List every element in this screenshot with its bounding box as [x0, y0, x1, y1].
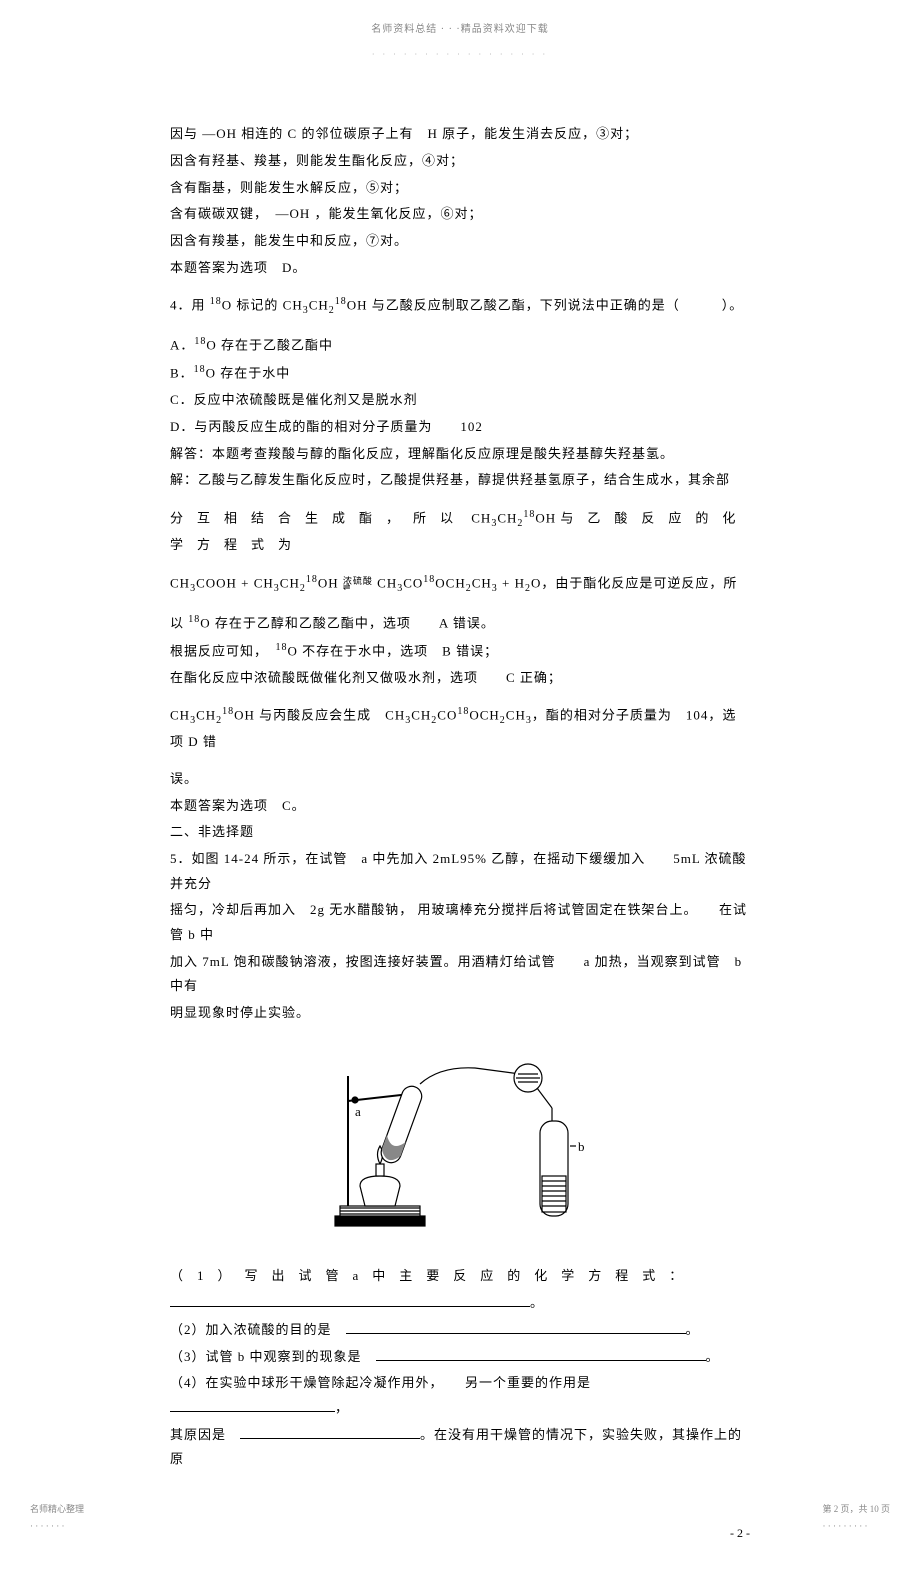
- text: CO: [437, 708, 457, 723]
- text-line: 因含有羟基、羧基，则能发生酯化反应，④对；: [170, 149, 750, 174]
- explanation: 解答：本题考查羧酸与醇的酯化反应，理解酯化反应原理是酸失羟基醇失羟基氢。: [170, 442, 750, 467]
- text: CH: [170, 575, 190, 590]
- footer-left-text: 名师精心整理: [30, 1501, 84, 1518]
- text-line: 含有酯基，则能发生水解反应，⑤对；: [170, 176, 750, 201]
- text: B．: [170, 366, 194, 381]
- text: OH: [535, 510, 556, 525]
- answer-4a: （4）在实验中球形干燥管除起冷凝作用外， 另一个重要的作用是 ，: [170, 1371, 750, 1420]
- text: CH: [196, 708, 216, 723]
- answer-3: （3）试管 b 中观察到的现象是 。: [170, 1345, 750, 1370]
- question-5: 摇匀，冷却后再加入 2g 无水醋酸钠， 用玻璃棒充分搅拌后将试管固定在铁架台上。…: [170, 898, 750, 947]
- text: CH: [471, 510, 491, 525]
- text: 其原因是: [170, 1427, 240, 1442]
- label-b: b: [578, 1139, 585, 1154]
- text: 4．用: [170, 298, 210, 313]
- option-d: D．与丙酸反应生成的酯的相对分子质量为 102: [170, 415, 750, 440]
- explanation: 在酯化反应中浓硫酸既做催化剂又做吸水剂，选项 C 正确；: [170, 666, 750, 691]
- blank-line: [170, 1294, 530, 1307]
- blank-line: [170, 1399, 335, 1412]
- answer-4b: 其原因是 。在没有用干燥管的情况下，实验失败，其操作上的原: [170, 1423, 750, 1472]
- text: CH: [170, 708, 190, 723]
- question-5: 明显现象时停止实验。: [170, 1001, 750, 1026]
- blank-line: [346, 1321, 686, 1334]
- text: CH: [497, 510, 517, 525]
- text: O 存在于乙酸乙酯中: [206, 338, 333, 353]
- explanation: 根据反应可知， 18O 不存在于水中，选项 B 错误；: [170, 638, 750, 664]
- text: OH 与丙酸反应会生成 CH: [234, 708, 405, 723]
- text: OH: [318, 575, 339, 590]
- footer-right: 第 2 页，共 10 页 · · · · · · · · ·: [822, 1501, 890, 1535]
- text: CH: [506, 708, 526, 723]
- text: O，由于酯化反应是可逆反应，所: [531, 575, 737, 590]
- footer-left: 名师精心整理 · · · · · · ·: [30, 1501, 84, 1535]
- document-content: 因与 —OH 相连的 C 的邻位碳原子上有 H 原子，能发生消去反应，③对； 因…: [0, 122, 920, 1472]
- question-5: 5．如图 14-24 所示，在试管 a 中先加入 2mL95% 乙醇，在摇动下缓…: [170, 847, 750, 896]
- text: 。: [706, 1349, 720, 1364]
- text: OCH: [469, 708, 499, 723]
- equation: CH3COOH + CH3CH218OH 浓硫酸⇌ CH3CO18OCH2CH3…: [170, 570, 750, 598]
- text: （1）写出试管a中主要反应的化学方程式：: [170, 1268, 696, 1283]
- section-title: 二、非选择题: [170, 820, 750, 845]
- option-c: C．反应中浓硫酸既是催化剂又是脱水剂: [170, 388, 750, 413]
- answer-1: （1）写出试管a中主要反应的化学方程式：: [170, 1264, 750, 1289]
- text: OH 与乙酸反应制取乙酸乙酯，下列说法中正确的是（ ）。: [347, 298, 744, 313]
- text: CO: [403, 575, 423, 590]
- text-line: 含有碳碳双键， —OH ，能发生氧化反应，⑥对；: [170, 202, 750, 227]
- text: （2）加入浓硫酸的目的是: [170, 1322, 346, 1337]
- explanation: 本题答案为选项 C。: [170, 794, 750, 819]
- text: ，: [335, 1400, 349, 1415]
- header-title: 名师资料总结 · · ·精品资料欢迎下载: [0, 20, 920, 39]
- answer-2: （2）加入浓硫酸的目的是 。: [170, 1318, 750, 1343]
- question-5: 加入 7mL 饱和碳酸钠溶液，按图连接好装置。用酒精灯给试管 a 加热，当观察到…: [170, 950, 750, 999]
- footer-right-text: 第 2 页，共 10 页: [822, 1501, 890, 1518]
- option-a: A．18O 存在于乙酸乙酯中: [170, 332, 750, 358]
- text: + H: [498, 575, 525, 590]
- text-line: 因含有羧基，能发生中和反应，⑦对。: [170, 229, 750, 254]
- text: （3）试管 b 中观察到的现象是: [170, 1349, 376, 1364]
- explanation: CH3CH218OH 与丙酸反应会生成 CH3CH2CO18OCH2CH3，酯的…: [170, 702, 750, 755]
- text: O 不存在于水中，选项 B 错误；: [288, 643, 499, 658]
- text: OCH: [435, 575, 465, 590]
- text: O 存在于乙醇和乙酸乙酯中，选项 A 错误。: [200, 615, 495, 630]
- text: 。: [686, 1322, 700, 1337]
- apparatus-diagram: a: [170, 1046, 750, 1245]
- page: 名师资料总结 · · ·精品资料欢迎下载 · · · · · · · · · ·…: [0, 20, 920, 1545]
- explanation: 分互相结合生成酯，所以 CH3CH218OH 与乙酸反应的化学方程式为: [170, 505, 750, 558]
- text: 以: [170, 615, 188, 630]
- text-line: 因与 —OH 相连的 C 的邻位碳原子上有 H 原子，能发生消去反应，③对；: [170, 122, 750, 147]
- text: CH: [309, 298, 329, 313]
- explanation: 解：乙酸与乙醇发生酯化反应时，乙酸提供羟基，醇提供羟基氢原子，结合生成水，其余部: [170, 468, 750, 493]
- text: 浓硫酸: [343, 576, 373, 586]
- label-a: a: [355, 1104, 361, 1119]
- text: CH: [280, 575, 300, 590]
- answer-1-blank: 。: [170, 1291, 750, 1316]
- text: 根据反应可知，: [170, 643, 276, 658]
- blank-line: [240, 1426, 420, 1439]
- text: （4）在实验中球形干燥管除起冷凝作用外， 另一个重要的作用是: [170, 1375, 605, 1390]
- text: 分互相结合生成酯，所以: [170, 510, 467, 525]
- explanation: 以 18O 存在于乙醇和乙酸乙酯中，选项 A 错误。: [170, 610, 750, 636]
- text-line: 本题答案为选项 D。: [170, 256, 750, 281]
- text: CH: [472, 575, 492, 590]
- text: O 存在于水中: [206, 366, 291, 381]
- header-dots: · · · · · · · · · · · · · · · · ·: [0, 47, 920, 62]
- page-number: - 2 -: [0, 1522, 920, 1545]
- footer-right-dots: · · · · · · · · ·: [822, 1518, 890, 1535]
- question-4: 4．用 18O 标记的 CH3CH218OH 与乙酸反应制取乙酸乙酯，下列说法中…: [170, 292, 750, 320]
- text: COOH + CH: [196, 575, 274, 590]
- footer-left-dots: · · · · · · ·: [30, 1518, 84, 1535]
- blank-line: [376, 1348, 706, 1361]
- text: A．: [170, 338, 194, 353]
- option-b: B．18O 存在于水中: [170, 360, 750, 386]
- explanation: 误。: [170, 767, 750, 792]
- text: CH: [411, 708, 431, 723]
- text: O 标记的 CH: [222, 298, 303, 313]
- text: CH: [377, 575, 397, 590]
- equilibrium-icon: 浓硫酸⇌: [343, 578, 373, 591]
